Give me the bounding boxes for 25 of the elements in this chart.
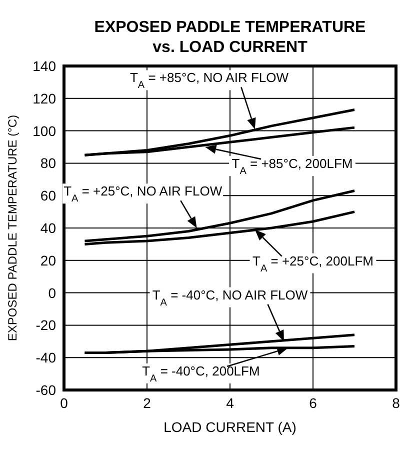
y-tick-label: -40 xyxy=(36,350,56,366)
x-tick-label: 8 xyxy=(392,394,400,411)
y-tick-label: -20 xyxy=(36,317,56,334)
annotation: T$_{A}$ = +25°C, 200LFM xyxy=(252,253,374,274)
x-tick-label: 2 xyxy=(143,394,152,411)
y-tick-label: 0 xyxy=(48,284,56,301)
x-tick-label: 6 xyxy=(309,394,318,411)
annotation: T$_{A}$ = -40°C, NO AIR FLOW xyxy=(152,287,308,308)
y-tick-label: 60 xyxy=(40,188,56,204)
y-tick-label: 80 xyxy=(40,155,56,172)
chart-title: EXPOSED PADDLE TEMPERATURE vs. LOAD CURRENT xyxy=(93,18,367,58)
y-tick-label: 20 xyxy=(40,252,56,268)
y-axis-title: EXPOSED PADDLE TEMPERATURE (°C) xyxy=(5,114,20,342)
x-tick-label: 4 xyxy=(226,394,234,411)
x-axis-title: LOAD CURRENT (A) xyxy=(164,419,296,435)
y-tick-label: 120 xyxy=(32,90,56,106)
y-tick-label: 100 xyxy=(32,122,56,139)
y-tick-label: 140 xyxy=(32,58,56,74)
annotation: T$_{A}$ = +85°C, 200LFM xyxy=(232,156,353,177)
y-tick-label: 40 xyxy=(40,220,56,236)
annotation: T$_{A}$ = +25°C, NO AIR FLOW xyxy=(64,184,223,204)
annotation: T$_{A}$ = +85°C, NO AIR FLOW xyxy=(130,70,290,91)
y-tick-label: -60 xyxy=(36,382,56,398)
annotation: T$_{A}$ = -40°C, 200LFM xyxy=(142,363,260,384)
x-tick-label: 0 xyxy=(60,394,68,411)
